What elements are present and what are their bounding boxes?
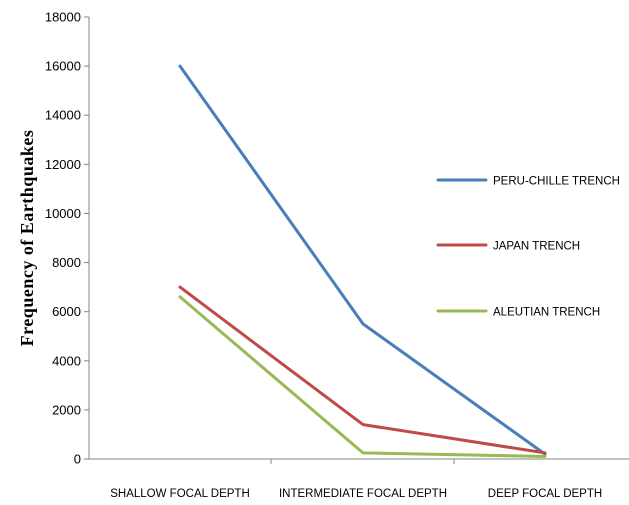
y-tick-label: 10000 bbox=[45, 206, 81, 221]
series-line-2 bbox=[178, 285, 547, 455]
y-axis: 0 2000 4000 6000 8000 10000 12000 14000 16000 180… bbox=[45, 10, 90, 467]
y-tick-label: 12000 bbox=[45, 157, 81, 172]
x-axis: SHALLOW FOCAL DEPTH INTERMEDIATE FOCAL DE… bbox=[89, 458, 629, 500]
y-axis-title: Frequency of Earthquakes bbox=[17, 130, 37, 347]
x-category-label: INTERMEDIATE FOCAL DEPTH bbox=[279, 488, 447, 500]
y-tick-label: 8000 bbox=[52, 255, 81, 270]
x-category-label: DEEP FOCAL DEPTH bbox=[488, 488, 602, 500]
y-tick-label: 14000 bbox=[45, 108, 81, 123]
series-lines bbox=[178, 64, 547, 458]
y-tick-label: 2000 bbox=[52, 402, 81, 417]
y-tick-label: 6000 bbox=[52, 304, 81, 319]
series-line-3 bbox=[178, 295, 547, 458]
y-tick-label: 4000 bbox=[52, 353, 81, 368]
series-line-1 bbox=[178, 64, 547, 456]
legend-label: ALEUTIAN TRENCH bbox=[493, 307, 600, 319]
y-tick-label: 0 bbox=[74, 452, 81, 467]
legend-label: JAPAN TRENCH bbox=[493, 241, 580, 253]
legend-label: PERU-CHILLE TRENCH bbox=[493, 176, 620, 188]
y-tick-label: 16000 bbox=[45, 59, 81, 74]
y-tick-label: 18000 bbox=[45, 10, 81, 25]
x-category-label: SHALLOW FOCAL DEPTH bbox=[110, 488, 250, 500]
legend: PERU-CHILLE TRENCH JAPAN TRENCH ALEUTIAN T… bbox=[436, 176, 620, 319]
